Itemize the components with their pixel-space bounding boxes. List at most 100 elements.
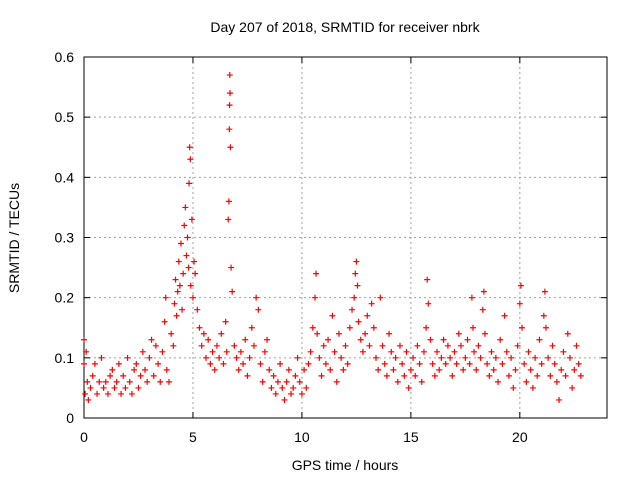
data-point xyxy=(468,294,475,301)
data-point xyxy=(562,372,569,379)
data-point xyxy=(242,336,249,343)
data-point xyxy=(200,330,207,337)
data-point xyxy=(551,360,558,367)
data-point xyxy=(499,360,506,367)
data-point xyxy=(344,360,351,367)
data-point xyxy=(191,258,198,265)
data-point xyxy=(412,372,419,379)
data-point xyxy=(152,342,159,349)
data-point xyxy=(316,354,323,361)
data-point xyxy=(575,360,582,367)
data-point xyxy=(512,366,519,373)
data-point xyxy=(283,378,290,385)
data-point xyxy=(414,342,421,349)
data-point xyxy=(525,348,532,355)
data-point xyxy=(172,276,179,283)
data-point xyxy=(394,378,401,385)
data-point xyxy=(571,366,578,373)
data-point xyxy=(270,372,277,379)
data-points xyxy=(81,72,584,403)
data-point xyxy=(388,348,395,355)
data-point xyxy=(186,180,193,187)
data-point xyxy=(176,282,183,289)
data-point xyxy=(240,360,247,367)
data-point xyxy=(181,222,188,229)
data-point xyxy=(218,330,225,337)
data-point xyxy=(418,378,425,385)
x-axis-label: GPS time / hours xyxy=(292,457,399,473)
data-point xyxy=(370,324,377,331)
data-point xyxy=(573,342,580,349)
data-point xyxy=(392,354,399,361)
data-point xyxy=(434,348,441,355)
data-point xyxy=(523,378,530,385)
data-point xyxy=(255,306,262,313)
data-point xyxy=(222,318,229,325)
data-point xyxy=(538,360,545,367)
data-point xyxy=(558,366,565,373)
data-point xyxy=(416,360,423,367)
data-point xyxy=(115,360,122,367)
data-point xyxy=(246,354,253,361)
data-point xyxy=(96,378,103,385)
data-point xyxy=(410,354,417,361)
data-point xyxy=(226,102,233,109)
data-point xyxy=(281,396,288,403)
data-point xyxy=(175,258,182,265)
y-axis-label: SRMTID / TECUs xyxy=(6,183,22,293)
data-point xyxy=(407,366,414,373)
data-point xyxy=(424,276,431,283)
data-point xyxy=(203,354,210,361)
data-point xyxy=(142,366,149,373)
data-point xyxy=(564,330,571,337)
data-point xyxy=(109,366,116,373)
data-point xyxy=(536,336,543,343)
data-point xyxy=(131,366,138,373)
data-point xyxy=(577,372,584,379)
data-point xyxy=(211,366,218,373)
data-point xyxy=(198,342,205,349)
x-tick-label: 5 xyxy=(189,429,197,445)
data-point xyxy=(207,360,214,367)
data-point xyxy=(320,342,327,349)
data-point xyxy=(182,204,189,211)
data-point xyxy=(444,342,451,349)
data-point xyxy=(366,342,373,349)
data-point xyxy=(545,354,552,361)
data-point xyxy=(519,324,526,331)
data-point xyxy=(81,360,87,367)
data-point xyxy=(81,336,87,343)
data-point xyxy=(139,348,146,355)
data-point xyxy=(231,342,238,349)
data-point xyxy=(333,378,340,385)
data-point xyxy=(338,354,345,361)
data-point xyxy=(171,300,178,307)
data-point xyxy=(163,366,170,373)
data-point xyxy=(107,372,114,379)
data-point xyxy=(335,330,342,337)
data-point xyxy=(194,306,201,313)
data-point xyxy=(233,354,240,361)
data-point xyxy=(547,372,554,379)
data-point xyxy=(118,390,125,397)
data-point xyxy=(501,312,508,319)
data-point xyxy=(266,366,273,373)
data-point xyxy=(495,378,502,385)
data-point xyxy=(368,300,375,307)
data-point xyxy=(556,396,563,403)
data-point xyxy=(497,336,504,343)
data-point xyxy=(359,348,366,355)
x-tick-label: 0 xyxy=(80,429,88,445)
data-point xyxy=(477,354,484,361)
data-point xyxy=(82,390,89,397)
data-point xyxy=(549,342,556,349)
data-point xyxy=(307,348,314,355)
data-point xyxy=(225,216,232,223)
data-point xyxy=(184,234,191,241)
data-point xyxy=(329,312,336,319)
data-point xyxy=(294,354,301,361)
data-point xyxy=(89,372,96,379)
data-point xyxy=(189,294,196,301)
chart-title: Day 207 of 2018, SRMTID for receiver nbr… xyxy=(210,19,480,35)
data-point xyxy=(462,354,469,361)
